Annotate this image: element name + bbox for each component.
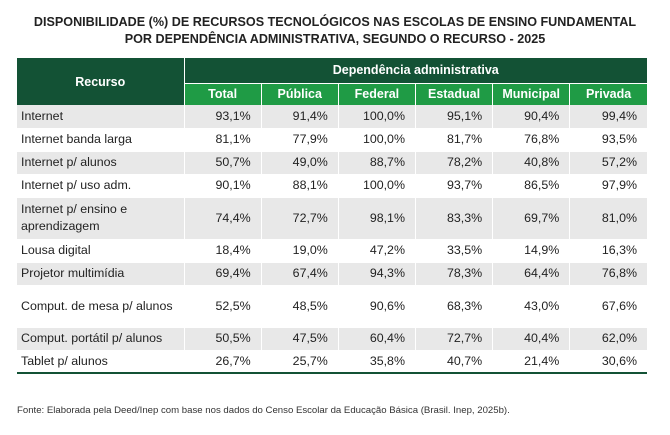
- table-row: Comput. de mesa p/ alunos 52,5% 48,5% 90,6%…: [17, 285, 647, 328]
- row-label: Tablet p/ alunos: [17, 350, 185, 374]
- cell-value: 25,7%: [261, 350, 339, 374]
- cell-value: 69,4%: [184, 262, 262, 286]
- cell-value: 67,4%: [261, 262, 339, 286]
- footnote: Fonte: Elaborada pela Deed/Inep com base…: [17, 405, 510, 416]
- cell-value: 30,6%: [569, 350, 647, 374]
- cell-value: 97,9%: [569, 174, 647, 198]
- cell-value: 94,3%: [338, 262, 416, 286]
- cell-value: 49,0%: [261, 151, 339, 175]
- cell-value: 72,7%: [261, 197, 339, 240]
- cell-value: 50,5%: [184, 327, 262, 351]
- table-row: Internet banda larga 81,1% 77,9% 100,0% 81,7…: [17, 128, 647, 152]
- cell-value: 47,5%: [261, 327, 339, 351]
- cell-value: 48,5%: [261, 285, 339, 328]
- header-col-estadual: Estadual: [415, 83, 494, 105]
- header-col-municipal: Municipal: [492, 83, 571, 105]
- cell-value: 67,6%: [569, 285, 647, 328]
- header-dependencia: Dependência administrativa: [184, 58, 647, 84]
- cell-value: 40,8%: [492, 151, 571, 175]
- cell-value: 68,3%: [415, 285, 494, 328]
- header-col-publica: Pública: [261, 83, 339, 105]
- table-row: Internet p/ uso adm. 90,1% 88,1% 100,0% 93,7…: [17, 174, 647, 198]
- cell-value: 40,7%: [415, 350, 494, 374]
- cell-value: 98,1%: [338, 197, 416, 240]
- title-line-2: POR DEPENDÊNCIA ADMINISTRATIVA, SEGUNDO …: [124, 32, 546, 46]
- cell-value: 99,4%: [569, 105, 647, 129]
- cell-value: 19,0%: [261, 239, 339, 263]
- row-label: Comput. portátil p/ alunos: [17, 327, 185, 351]
- title-line-1: DISPONIBILIDADE (%) DE RECURSOS TECNOLÓG…: [33, 15, 637, 29]
- row-label: Internet p/ uso adm.: [17, 174, 185, 198]
- cell-value: 60,4%: [338, 327, 416, 351]
- table-row: Lousa digital 18,4% 19,0% 47,2% 33,5% 14,9% 16…: [17, 239, 647, 263]
- row-label: Lousa digital: [17, 239, 185, 263]
- header-recurso: Recurso: [17, 58, 185, 105]
- cell-value: 100,0%: [338, 174, 416, 198]
- header-col-privada: Privada: [569, 83, 647, 105]
- cell-value: 14,9%: [492, 239, 571, 263]
- cell-value: 86,5%: [492, 174, 571, 198]
- table-title: DISPONIBILIDADE (%) DE RECURSOS TECNOLÓG…: [0, 14, 670, 48]
- row-label: Internet: [17, 105, 185, 129]
- cell-value: 83,3%: [415, 197, 494, 240]
- table-body: Internet 93,1% 91,4% 100,0% 95,1% 90,4% 99,4% I…: [17, 105, 647, 374]
- cell-value: 33,5%: [415, 239, 494, 263]
- cell-value: 95,1%: [415, 105, 494, 129]
- cell-value: 18,4%: [184, 239, 262, 263]
- cell-value: 93,1%: [184, 105, 262, 129]
- header-col-total: Total: [184, 83, 262, 105]
- cell-value: 90,1%: [184, 174, 262, 198]
- cell-value: 52,5%: [184, 285, 262, 328]
- cell-value: 26,7%: [184, 350, 262, 374]
- cell-value: 74,4%: [184, 197, 262, 240]
- cell-value: 100,0%: [338, 128, 416, 152]
- cell-value: 81,1%: [184, 128, 262, 152]
- cell-value: 81,7%: [415, 128, 494, 152]
- cell-value: 93,7%: [415, 174, 494, 198]
- table-row: Internet p/ ensino e aprendizagem 74,4% 72…: [17, 197, 647, 240]
- cell-value: 78,3%: [415, 262, 494, 286]
- table-row: Projetor multimídia 69,4% 67,4% 94,3% 78,3% 6…: [17, 262, 647, 286]
- cell-value: 47,2%: [338, 239, 416, 263]
- cell-value: 93,5%: [569, 128, 647, 152]
- cell-value: 90,4%: [492, 105, 571, 129]
- header-col-federal: Federal: [338, 83, 416, 105]
- cell-value: 100,0%: [338, 105, 416, 129]
- data-table: Recurso Dependência administrativa Total…: [17, 58, 647, 374]
- cell-value: 62,0%: [569, 327, 647, 351]
- row-label: Comput. de mesa p/ alunos: [17, 285, 185, 328]
- cell-value: 81,0%: [569, 197, 647, 240]
- cell-value: 88,1%: [261, 174, 339, 198]
- cell-value: 64,4%: [492, 262, 571, 286]
- cell-value: 50,7%: [184, 151, 262, 175]
- cell-value: 88,7%: [338, 151, 416, 175]
- table-row: Internet p/ alunos 50,7% 49,0% 88,7% 78,2% 40…: [17, 151, 647, 175]
- cell-value: 35,8%: [338, 350, 416, 374]
- row-label: Internet p/ alunos: [17, 151, 185, 175]
- row-label: Projetor multimídia: [17, 262, 185, 286]
- cell-value: 43,0%: [492, 285, 571, 328]
- cell-value: 72,7%: [415, 327, 494, 351]
- table-row: Internet 93,1% 91,4% 100,0% 95,1% 90,4% 99,4%: [17, 105, 647, 129]
- cell-value: 77,9%: [261, 128, 339, 152]
- row-label: Internet banda larga: [17, 128, 185, 152]
- cell-value: 76,8%: [569, 262, 647, 286]
- cell-value: 21,4%: [492, 350, 571, 374]
- cell-value: 69,7%: [492, 197, 571, 240]
- table-row: Tablet p/ alunos 26,7% 25,7% 35,8% 40,7% 21,4…: [17, 350, 647, 374]
- cell-value: 57,2%: [569, 151, 647, 175]
- cell-value: 90,6%: [338, 285, 416, 328]
- table-row: Comput. portátil p/ alunos 50,5% 47,5% 60,4…: [17, 327, 647, 351]
- row-label: Internet p/ ensino e aprendizagem: [17, 197, 185, 240]
- cell-value: 16,3%: [569, 239, 647, 263]
- cell-value: 91,4%: [261, 105, 339, 129]
- cell-value: 76,8%: [492, 128, 571, 152]
- cell-value: 40,4%: [492, 327, 571, 351]
- cell-value: 78,2%: [415, 151, 494, 175]
